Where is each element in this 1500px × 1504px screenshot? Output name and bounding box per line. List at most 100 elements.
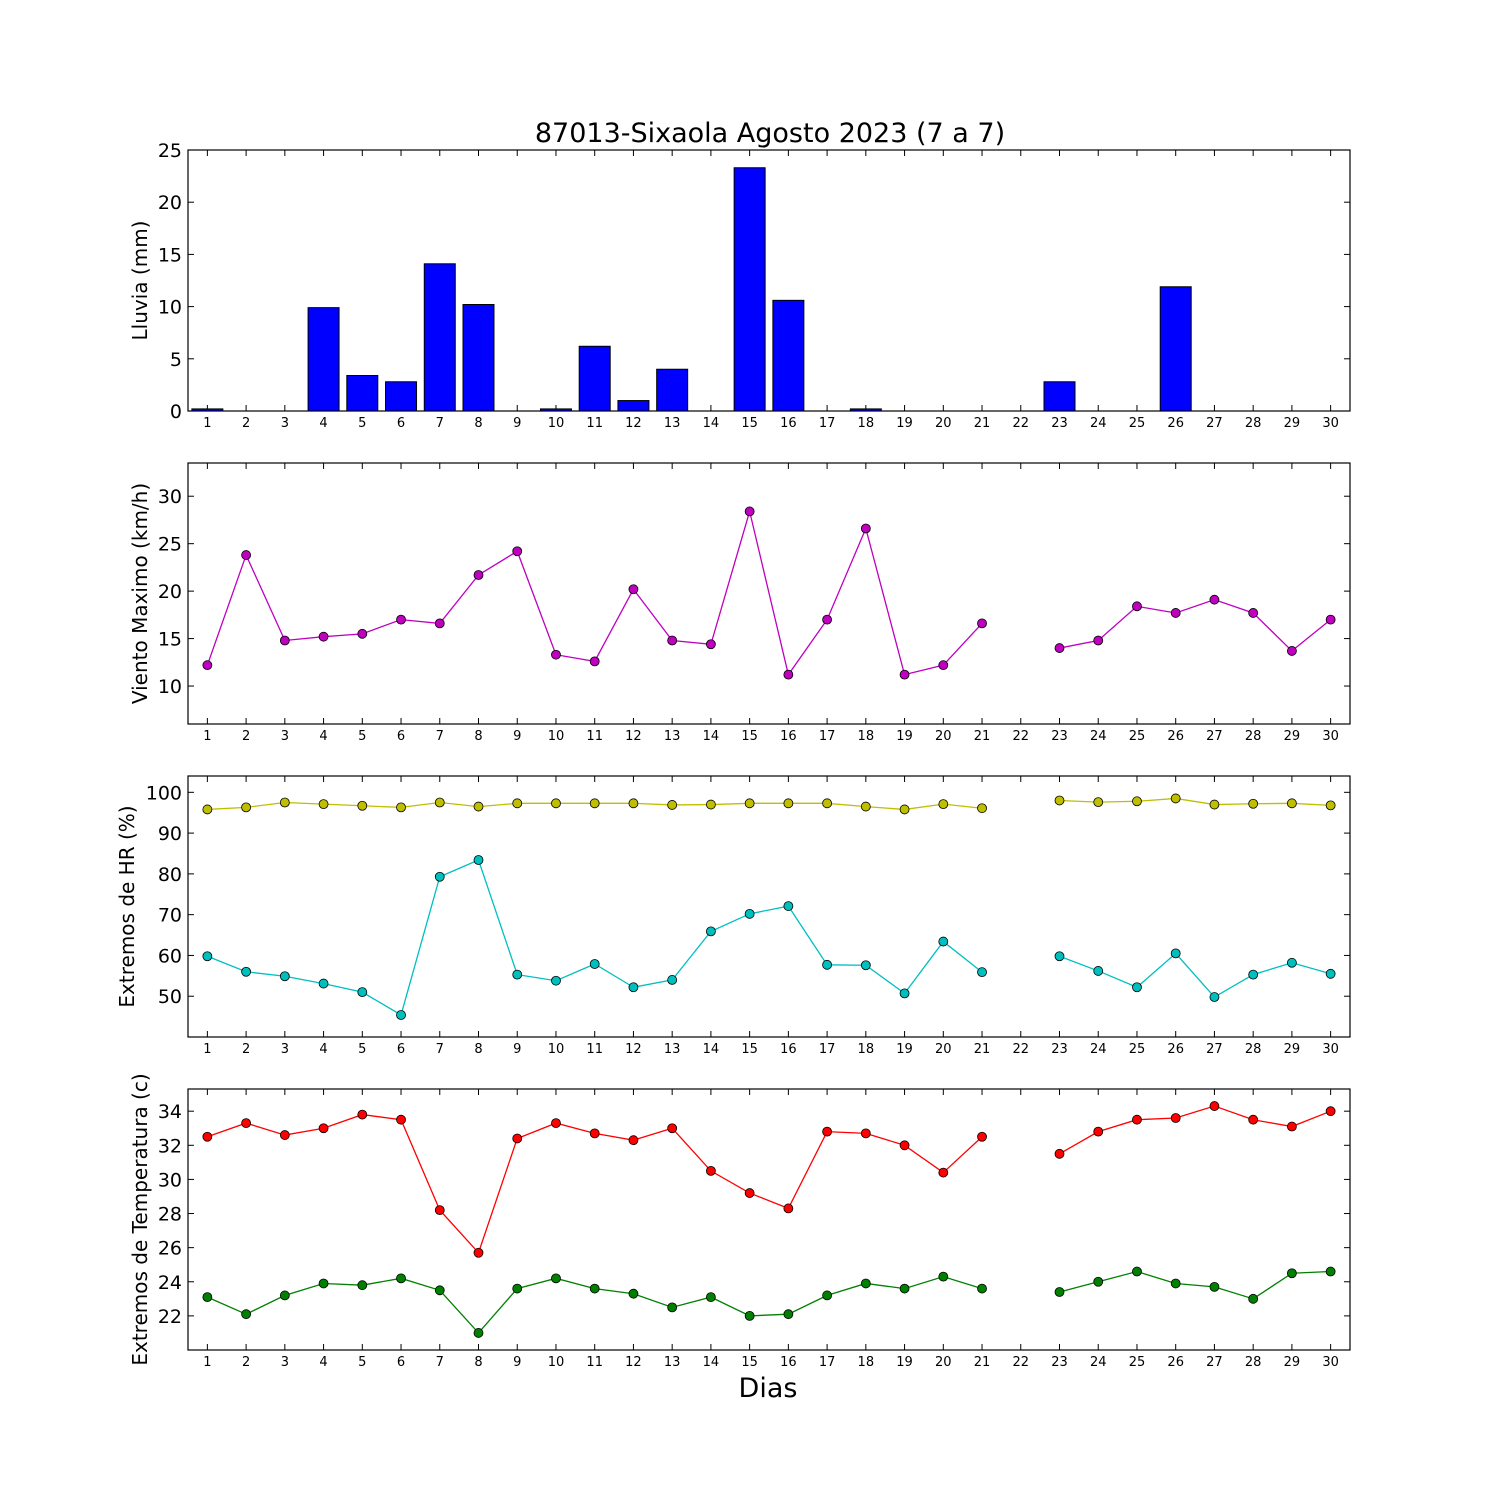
- x-tick-label: 9: [513, 1042, 521, 1057]
- x-tick-label: 20: [935, 729, 952, 744]
- data-point: [783, 669, 794, 680]
- data-point: [667, 1302, 678, 1313]
- x-tick-label: 21: [974, 1042, 991, 1057]
- data-point: [822, 1290, 832, 1301]
- x-tick-label: 8: [474, 1042, 482, 1057]
- y-tick-label: 20: [158, 192, 182, 214]
- bar: [385, 381, 418, 412]
- x-tick-label: 28: [1245, 1355, 1262, 1370]
- data-point: [318, 978, 329, 989]
- x-tick-label: 11: [586, 729, 603, 744]
- bar: [656, 368, 689, 412]
- bar: [462, 304, 495, 412]
- x-tick-label: 28: [1245, 729, 1262, 744]
- data-point: [279, 1130, 290, 1140]
- x-tick-label: 3: [281, 416, 289, 431]
- data-point: [1209, 1281, 1220, 1292]
- x-tick-label: 10: [548, 729, 565, 744]
- x-tick-label: 17: [819, 416, 836, 431]
- data-point: [1132, 1266, 1142, 1277]
- data-point: [744, 798, 755, 809]
- data-point: [318, 1278, 329, 1289]
- data-point: [706, 639, 716, 650]
- data-point: [1209, 992, 1220, 1002]
- bar: [578, 345, 611, 412]
- x-tick-label: 21: [974, 729, 991, 744]
- data-point: [706, 1165, 716, 1176]
- data-point: [241, 966, 252, 977]
- data-point: [241, 1118, 252, 1129]
- x-tick-label: 9: [513, 416, 521, 431]
- data-point: [1170, 1113, 1181, 1123]
- x-tick-label: 4: [319, 1355, 327, 1370]
- data-point: [899, 1140, 910, 1151]
- data-point: [744, 506, 755, 517]
- x-tick-label: 25: [1129, 1042, 1146, 1057]
- y-tick-label: 32: [158, 1135, 182, 1157]
- data-point: [1132, 1114, 1142, 1125]
- data-point: [396, 1010, 406, 1020]
- y-axis-label: Viento Maximo (km/h): [128, 483, 152, 704]
- data-point: [202, 660, 213, 671]
- x-tick-label: 16: [780, 1042, 797, 1057]
- x-tick-label: 22: [1012, 416, 1029, 431]
- bar: [772, 299, 805, 412]
- data-point: [202, 951, 213, 962]
- x-tick-label: 22: [1012, 1355, 1029, 1370]
- x-tick-label: 21: [974, 416, 991, 431]
- x-tick-label: 7: [436, 729, 444, 744]
- bar: [849, 408, 882, 412]
- chart-title: 87013-Sixaola Agosto 2023 (7 a 7): [535, 118, 1005, 149]
- x-tick-label: 20: [935, 416, 952, 431]
- y-tick-label: 15: [158, 244, 182, 266]
- data-point: [1287, 646, 1297, 656]
- bar: [733, 167, 766, 412]
- x-tick-label: 10: [548, 1355, 565, 1370]
- y-tick-label: 20: [158, 581, 182, 603]
- data-point: [1209, 799, 1220, 810]
- data-point: [1248, 969, 1259, 980]
- y-tick-label: 50: [158, 986, 182, 1008]
- data-point: [318, 799, 329, 810]
- data-point: [551, 1118, 561, 1129]
- x-tick-label: 26: [1167, 1355, 1184, 1370]
- y-tick-label: 90: [158, 823, 182, 845]
- series-line: [1059, 598, 1332, 652]
- x-tick-label: 18: [858, 729, 875, 744]
- data-point: [473, 855, 484, 865]
- data-point: [1325, 614, 1336, 625]
- data-point: [279, 797, 290, 808]
- x-tick-label: 24: [1090, 416, 1107, 431]
- data-point: [202, 1292, 213, 1303]
- x-tick-label: 2: [242, 416, 250, 431]
- x-tick-label: 1: [203, 1042, 211, 1057]
- data-point: [706, 926, 716, 937]
- x-tick-label: 2: [242, 1042, 250, 1057]
- data-point: [860, 523, 871, 534]
- data-point: [1287, 957, 1297, 968]
- data-point: [1325, 1266, 1336, 1277]
- data-point: [706, 799, 716, 810]
- data-point: [434, 1205, 445, 1216]
- x-tick-label: 20: [935, 1042, 952, 1057]
- x-tick-label: 13: [664, 1355, 681, 1370]
- y-tick-label: 30: [158, 1169, 182, 1191]
- x-tick-label: 29: [1284, 1355, 1301, 1370]
- y-tick-label: 10: [158, 676, 182, 698]
- x-tick-label: 25: [1129, 729, 1146, 744]
- data-point: [473, 1328, 484, 1338]
- data-point: [1325, 800, 1336, 811]
- x-tick-label: 30: [1322, 1042, 1339, 1057]
- x-tick-label: 20: [935, 1355, 952, 1370]
- x-tick-label: 3: [281, 1355, 289, 1370]
- x-tick-label: 6: [397, 1042, 405, 1057]
- data-point: [1093, 1126, 1104, 1137]
- data-point: [899, 988, 910, 999]
- data-point: [822, 959, 832, 970]
- x-tick-label: 7: [436, 416, 444, 431]
- data-point: [628, 1135, 639, 1146]
- data-point: [1093, 1276, 1104, 1287]
- x-tick-label: 30: [1322, 416, 1339, 431]
